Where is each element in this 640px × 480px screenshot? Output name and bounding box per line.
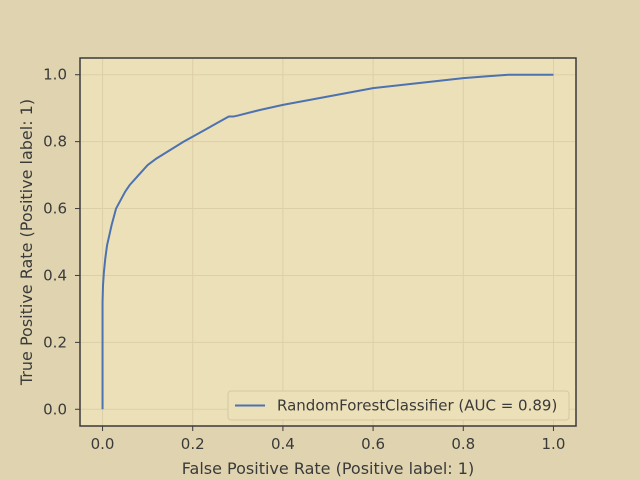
x-tick-label: 0.0 [91, 435, 115, 453]
legend: RandomForestClassifier (AUC = 0.89) [227, 390, 570, 421]
y-tick-label: 0.2 [43, 333, 67, 351]
x-tick-label: 1.0 [542, 435, 566, 453]
x-tick-label: 0.2 [181, 435, 205, 453]
y-tick-label: 0.0 [43, 400, 67, 418]
x-tick-label: 0.8 [451, 435, 475, 453]
legend-box [227, 390, 570, 421]
y-tick-label: 0.8 [43, 133, 67, 151]
plot-area [80, 58, 576, 426]
y-axis-label: True Positive Rate (Positive label: 1) [17, 99, 36, 386]
x-tick-label: 0.4 [271, 435, 295, 453]
y-tick-label: 0.6 [43, 200, 67, 218]
x-tick-label: 0.6 [361, 435, 385, 453]
series-layer [101, 73, 554, 410]
y-tick-label: 1.0 [43, 66, 67, 84]
axes-frame [79, 57, 577, 427]
ticks: 0.0 0.2 0.4 0.6 0.8 1.0 0.0 0.2 0.4 0.6 0.8 1.0 [43, 66, 565, 453]
x-axis-label: False Positive Rate (Positive label: 1) [182, 459, 474, 478]
y-tick-label: 0.4 [43, 266, 67, 284]
grid [80, 58, 576, 426]
roc-curve [101, 73, 554, 410]
legend-label: RandomForestClassifier (AUC = 0.89) [277, 397, 557, 415]
